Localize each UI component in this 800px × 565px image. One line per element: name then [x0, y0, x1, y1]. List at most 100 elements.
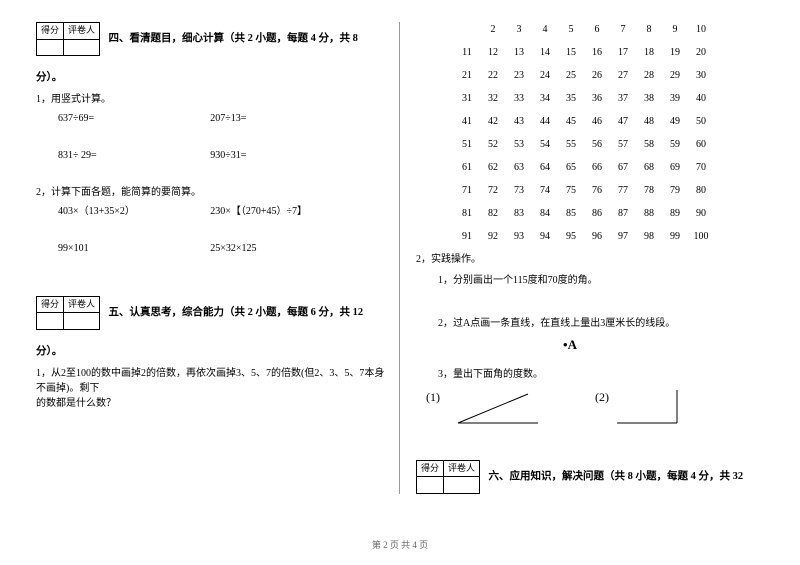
section-4-title-line1: 四、看清题目，细心计算（共 2 小题，每题 4 分，共 8	[109, 31, 358, 47]
grid-number: 20	[688, 45, 714, 60]
score-blank	[37, 39, 64, 56]
grid-number: 69	[662, 160, 688, 175]
grid-number: 60	[688, 137, 714, 152]
grid-number: 65	[558, 160, 584, 175]
grader-label: 评卷人	[64, 296, 100, 313]
section-6-title-line1: 六、应用知识，解决问题（共 8 小题，每题 4 分，共 32	[489, 469, 744, 485]
grid-number: 17	[610, 45, 636, 60]
grid-number: 71	[454, 183, 480, 198]
grid-number: 19	[662, 45, 688, 60]
calc-2a: 831÷ 29=	[58, 148, 210, 163]
grid-number: 90	[688, 206, 714, 221]
grid-number: 79	[662, 183, 688, 198]
grid-number: 67	[610, 160, 636, 175]
number-row: 41424344454647484950	[454, 114, 764, 129]
grid-number: 80	[688, 183, 714, 198]
grid-number: 28	[636, 68, 662, 83]
grid-number: 11	[454, 45, 480, 60]
grid-number: 50	[688, 114, 714, 129]
grid-number: 37	[610, 91, 636, 106]
grid-number: 86	[584, 206, 610, 221]
grid-number: 4	[532, 22, 558, 37]
grid-number: 51	[454, 137, 480, 152]
number-row: 51525354555657585960	[454, 137, 764, 152]
grid-number: 73	[506, 183, 532, 198]
page-body: 得分 评卷人 四、看清题目，细心计算（共 2 小题，每题 4 分，共 8 分）。…	[0, 0, 800, 494]
grid-number: 64	[532, 160, 558, 175]
grid-number: 45	[558, 114, 584, 129]
grid-number: 40	[688, 91, 714, 106]
section-4-header: 得分 评卷人 四、看清题目，细心计算（共 2 小题，每题 4 分，共 8	[36, 22, 389, 56]
right-column: 2345678910111213141516171819202122232425…	[400, 22, 764, 494]
grid-number: 26	[584, 68, 610, 83]
grid-number: 96	[584, 229, 610, 244]
grid-number: 49	[662, 114, 688, 129]
grid-number: 91	[454, 229, 480, 244]
grid-number: 53	[506, 137, 532, 152]
score-blank	[417, 477, 444, 494]
grader-blank	[444, 477, 480, 494]
q5-2: 2，实践操作。	[416, 252, 764, 267]
calc-3b: 230×【（270+45）÷7】	[210, 204, 307, 219]
number-row: 31323334353637383940	[454, 91, 764, 106]
angle-2-icon	[617, 388, 687, 428]
number-row: 21222324252627282930	[454, 68, 764, 83]
grid-number: 77	[610, 183, 636, 198]
spacer	[416, 288, 764, 316]
grid-number: 22	[480, 68, 506, 83]
grid-number: 13	[506, 45, 532, 60]
grid-number: 93	[506, 229, 532, 244]
grid-number: 46	[584, 114, 610, 129]
grid-number: 68	[636, 160, 662, 175]
grid-number: 97	[610, 229, 636, 244]
grid-number: 35	[558, 91, 584, 106]
grid-number: 84	[532, 206, 558, 221]
grid-number: 61	[454, 160, 480, 175]
grader-blank	[64, 313, 100, 330]
calc-4b: 25×32×125	[210, 241, 256, 256]
grid-number: 43	[506, 114, 532, 129]
grid-number: 85	[558, 206, 584, 221]
grid-number: 99	[662, 229, 688, 244]
section-4-title-line2: 分）。	[36, 70, 389, 86]
grid-number: 38	[636, 91, 662, 106]
grid-number: 3	[506, 22, 532, 37]
grid-number: 78	[636, 183, 662, 198]
grid-number: 76	[584, 183, 610, 198]
grid-number: 83	[506, 206, 532, 221]
grid-number: 41	[454, 114, 480, 129]
calc-1b: 207÷13=	[210, 111, 246, 126]
q4-2: 2，计算下面各题，能简算的要简算。	[36, 185, 389, 200]
grid-number: 6	[584, 22, 610, 37]
section-5-header: 得分 评卷人 五、认真思考，综合能力（共 2 小题，每题 6 分，共 12	[36, 296, 389, 330]
number-row: 11121314151617181920	[454, 45, 764, 60]
grader-label: 评卷人	[444, 460, 480, 477]
grid-number: 16	[584, 45, 610, 60]
grid-number: 44	[532, 114, 558, 129]
q4-1: 1，用竖式计算。	[36, 92, 389, 107]
q5-1a: 1，从2至100的数中画掉2的倍数，再依次画掉3、5、7的倍数(但2、3、5、7…	[36, 366, 389, 396]
calc-3a: 403×（13+35×2）	[58, 204, 210, 219]
grid-number: 75	[558, 183, 584, 198]
grid-number: 81	[454, 206, 480, 221]
grid-number: 56	[584, 137, 610, 152]
grid-number: 59	[662, 137, 688, 152]
score-blank	[37, 313, 64, 330]
score-box-sec6: 得分 评卷人	[416, 460, 480, 494]
grid-number: 18	[636, 45, 662, 60]
grid-number: 98	[636, 229, 662, 244]
grid-number: 63	[506, 160, 532, 175]
grid-number: 47	[610, 114, 636, 129]
grid-number: 82	[480, 206, 506, 221]
grid-number: 87	[610, 206, 636, 221]
grid-number: 9	[662, 22, 688, 37]
number-grid: 2345678910111213141516171819202122232425…	[416, 22, 764, 244]
grid-number: 48	[636, 114, 662, 129]
page-footer: 第 2 页 共 4 页	[0, 538, 800, 551]
grid-number: 27	[610, 68, 636, 83]
grid-number: 12	[480, 45, 506, 60]
grid-number: 23	[506, 68, 532, 83]
q5-2-1: 1，分别画出一个115度和70度的角。	[416, 273, 764, 288]
grid-pad	[454, 22, 480, 37]
q5-1b: 的数都是什么数？	[36, 396, 389, 411]
